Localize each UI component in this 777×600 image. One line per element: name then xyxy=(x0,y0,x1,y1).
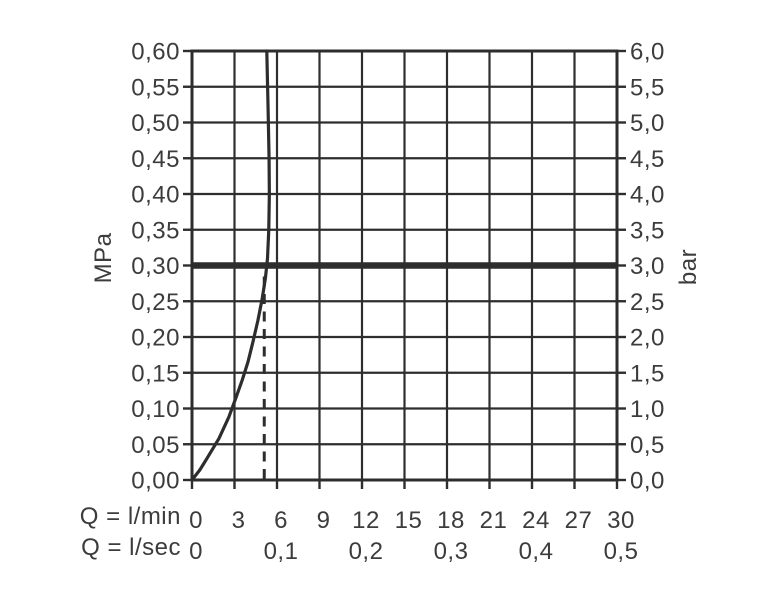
y-right-tick-label: 5,5 xyxy=(630,74,665,101)
y-right-tick-label: 6,0 xyxy=(630,39,665,66)
y-left-tick-label: 0,05 xyxy=(131,432,180,459)
x-lmin-tick-label: 18 xyxy=(437,507,465,534)
y-left-tick-label: 0,45 xyxy=(131,146,180,173)
y-right-tick-label: 2,5 xyxy=(630,289,665,316)
x-axis-lmin-caption: Q = l/min xyxy=(79,503,181,530)
y-right-tick-label: 4,5 xyxy=(630,146,665,173)
x-lmin-tick-label: 21 xyxy=(480,507,508,534)
flow-pressure-curve xyxy=(190,49,271,482)
y-left-tick-label: 0,55 xyxy=(131,74,180,101)
y-axis-left-unit-label: MPa xyxy=(90,232,117,284)
y-left-tick-label: 0,20 xyxy=(131,325,180,352)
y-right-tick-label: 0,0 xyxy=(630,468,665,495)
y-right-tick-label: 1,5 xyxy=(630,360,665,387)
y-axis-right-unit-label: bar xyxy=(675,248,702,286)
x-lsec-tick-label: 0 xyxy=(189,538,203,565)
x-lmin-tick-label: 30 xyxy=(607,507,635,534)
x-lsec-tick-label: 0,4 xyxy=(519,538,554,565)
x-lsec-tick-label: 0,5 xyxy=(604,538,639,565)
y-left-tick-label: 0,00 xyxy=(131,468,180,495)
y-left-tick-label: 0,30 xyxy=(131,253,180,280)
y-left-tick-label: 0,25 xyxy=(131,289,180,316)
y-left-tick-label: 0,10 xyxy=(131,396,180,423)
y-right-tick-label: 4,0 xyxy=(630,182,665,209)
x-lmin-tick-label: 6 xyxy=(274,507,288,534)
y-left-tick-label: 0,40 xyxy=(131,182,180,209)
y-right-tick-label: 3,0 xyxy=(630,253,665,280)
x-lmin-tick-label: 0 xyxy=(189,507,203,534)
x-lmin-tick-label: 12 xyxy=(352,507,380,534)
y-right-tick-label: 0,5 xyxy=(630,432,665,459)
y-left-tick-label: 0,15 xyxy=(131,360,180,387)
y-left-tick-label: 0,50 xyxy=(131,110,180,137)
x-axis-lsec-caption: Q = l/sec xyxy=(81,534,181,561)
x-lmin-tick-label: 3 xyxy=(232,507,246,534)
y-right-tick-label: 3,5 xyxy=(630,217,665,244)
x-lsec-tick-label: 0,2 xyxy=(349,538,384,565)
y-right-tick-label: 5,0 xyxy=(630,110,665,137)
y-right-tick-label: 1,0 xyxy=(630,396,665,423)
x-lmin-tick-label: 15 xyxy=(395,507,423,534)
y-left-tick-label: 0,35 xyxy=(131,217,180,244)
x-lsec-tick-label: 0,3 xyxy=(434,538,469,565)
y-right-tick-label: 2,0 xyxy=(630,325,665,352)
x-lmin-tick-label: 27 xyxy=(565,507,593,534)
x-lmin-tick-label: 9 xyxy=(317,507,331,534)
x-lmin-tick-label: 24 xyxy=(522,507,550,534)
x-lsec-tick-label: 0,1 xyxy=(264,538,299,565)
y-left-tick-label: 0,60 xyxy=(131,39,180,66)
